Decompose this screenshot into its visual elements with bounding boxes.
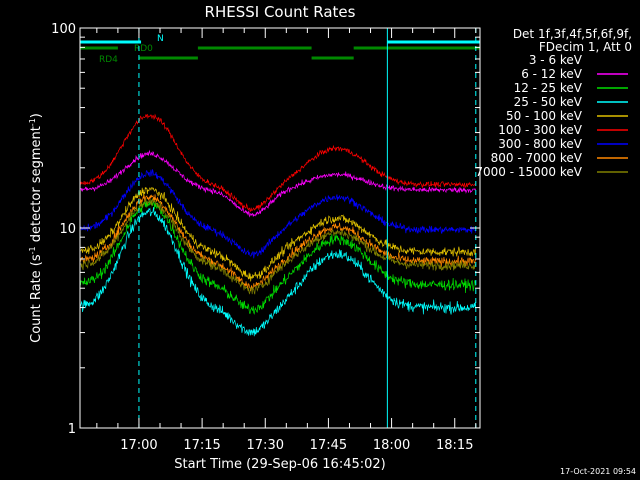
x-tick-label: 17:30 [247,438,284,453]
legend-entry-label: 12 - 25 keV [514,81,583,95]
x-axis-label: Start Time (29-Sep-06 16:45:02) [174,457,385,472]
series-line [79,207,477,337]
x-tick-label: 17:45 [310,438,347,453]
legend-entry-label: 3 - 6 keV [529,53,583,67]
legend-entry-label: 100 - 300 keV [498,123,582,137]
legend-header-line-1: Det 1f,3f,4f,5f,6f,9f, [513,27,632,41]
plot-frame [79,27,481,429]
series-line [79,113,477,212]
chart-title: RHESSI Count Rates [205,3,356,21]
footer-date: 17-Oct-2021 09:54 [560,467,636,476]
series-line [79,187,477,282]
y-axis: 1 10 100 [51,22,480,437]
legend-entry-label: 6 - 12 keV [521,67,583,81]
x-tick-label: 18:15 [436,438,473,453]
series-line [79,249,477,378]
series-line [79,198,477,295]
x-tick-label: 17:00 [120,438,157,453]
y-axis-label-main: Count Rate (s [29,254,44,343]
legend-entry-label: 25 - 50 keV [514,95,583,109]
legend-header-line-2: FDecim 1, Att 0 [539,40,632,54]
legend-entry-label: 50 - 100 keV [506,109,583,123]
x-axis: 17:00 17:15 17:30 17:45 18:00 18:15 [96,28,477,453]
y-axis-label: Count Rate (s-1 detector segment-1) [28,113,44,343]
plot-area: N RD0 RD4 [79,28,480,428]
status-bar-label: N [157,34,164,44]
legend-entry-label: 300 - 800 keV [498,137,582,151]
x-tick-label: 17:15 [183,438,220,453]
legend: Det 1f,3f,4f,5f,6f,9f, FDecim 1, Att 0 3… [475,27,632,179]
x-tick-label: 18:00 [373,438,410,453]
series-line [79,169,477,259]
y-tick-label: 100 [51,22,76,37]
legend-entry-label: 7000 - 15000 keV [475,165,582,179]
status-bar-label: RD4 [99,55,118,65]
series-line [79,149,477,218]
y-tick-label: 10 [59,222,76,237]
status-bar-label: RD0 [134,44,153,54]
y-axis-label-sup2: -1 [28,118,37,126]
series-line [79,199,477,315]
y-axis-label-sup1: -1 [28,246,37,254]
y-tick-label: 1 [68,422,76,437]
y-axis-label-mid: detector segment [29,126,44,246]
legend-entry-label: 800 - 7000 keV [491,151,583,165]
y-axis-label-end: ) [29,113,44,118]
